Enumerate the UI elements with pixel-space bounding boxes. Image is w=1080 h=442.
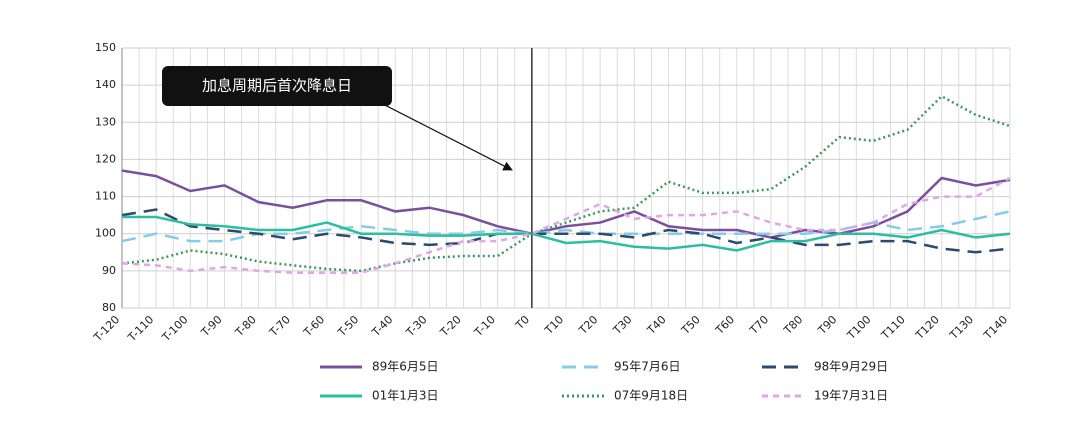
x-tick-label: T-60 bbox=[301, 313, 328, 340]
series-line bbox=[121, 208, 1011, 254]
y-tick-label: 150 bbox=[95, 41, 116, 54]
x-tick-label: T20 bbox=[576, 313, 601, 338]
y-tick-label: 80 bbox=[102, 301, 116, 314]
x-tick-label: T-80 bbox=[232, 313, 259, 340]
y-tick-label: 90 bbox=[102, 264, 116, 277]
legend-label: 98年9月29日 bbox=[814, 360, 888, 374]
x-tick-label: T140 bbox=[981, 313, 1010, 342]
annotation-text: 加息周期后首次降息日 bbox=[202, 77, 352, 95]
x-tick-label: T40 bbox=[644, 313, 669, 338]
x-tick-label: T80 bbox=[781, 313, 806, 338]
x-tick-label: T-50 bbox=[335, 313, 362, 340]
legend-label: 01年1月3日 bbox=[372, 389, 439, 403]
x-tick-label: T0 bbox=[512, 313, 532, 333]
annotation-box bbox=[162, 66, 392, 106]
y-tick-label: 100 bbox=[95, 227, 116, 240]
legend-label: 19年7月31日 bbox=[814, 389, 888, 403]
x-tick-label: T60 bbox=[712, 313, 737, 338]
x-tick-label: T70 bbox=[747, 313, 772, 338]
x-tick-label: T-110 bbox=[125, 313, 157, 345]
y-tick-label: 110 bbox=[95, 190, 116, 203]
annotation: 加息周期后首次降息日 bbox=[162, 66, 513, 171]
series-line bbox=[121, 176, 1011, 274]
y-tick-label: 120 bbox=[95, 152, 116, 165]
x-tick-label: T-30 bbox=[403, 313, 430, 340]
series-line bbox=[121, 169, 1011, 239]
x-tick-label: T-120 bbox=[91, 313, 123, 345]
x-tick-label: T110 bbox=[878, 313, 907, 342]
x-tick-label: T120 bbox=[912, 313, 941, 342]
x-tick-label: T100 bbox=[844, 313, 873, 342]
x-tick-label: T10 bbox=[542, 313, 567, 338]
legend-label: 07年9月18日 bbox=[614, 389, 688, 403]
annotation-arrow bbox=[374, 99, 513, 171]
x-tick-label: T-100 bbox=[159, 313, 191, 345]
x-tick-label: T130 bbox=[947, 313, 976, 342]
series-line bbox=[122, 215, 1011, 252]
legend-label: 95年7月6日 bbox=[614, 360, 681, 374]
legend-label: 89年6月5日 bbox=[372, 360, 439, 374]
x-tick-label: T-90 bbox=[198, 313, 225, 340]
series-line bbox=[121, 94, 1011, 273]
x-tick-label: T90 bbox=[815, 313, 840, 338]
x-tick-label: T30 bbox=[610, 313, 635, 338]
x-tick-label: T-20 bbox=[437, 313, 464, 340]
x-tick-label: T-70 bbox=[266, 313, 293, 340]
x-tick-label: T-10 bbox=[471, 313, 498, 340]
y-tick-label: 140 bbox=[95, 78, 116, 91]
y-tick-label: 130 bbox=[95, 115, 116, 128]
x-tick-label: T50 bbox=[678, 313, 703, 338]
x-tick-label: T-40 bbox=[369, 313, 396, 340]
plot bbox=[121, 94, 1011, 274]
series-line bbox=[121, 210, 1011, 243]
